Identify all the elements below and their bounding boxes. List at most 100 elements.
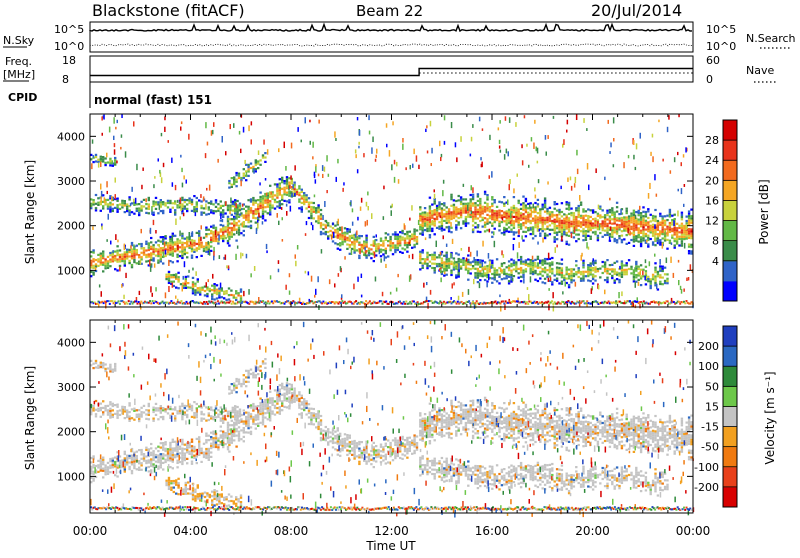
velocity-cell bbox=[208, 459, 210, 461]
power-cell bbox=[525, 231, 527, 233]
power-cell bbox=[539, 273, 541, 275]
power-cell bbox=[582, 275, 584, 277]
power-cell bbox=[458, 195, 460, 197]
power-cell bbox=[339, 229, 341, 231]
power-cell bbox=[205, 251, 207, 253]
power-cell bbox=[446, 211, 448, 213]
power-cell bbox=[647, 226, 649, 228]
power-cell bbox=[558, 229, 560, 231]
power-cell bbox=[228, 238, 230, 240]
power-cell bbox=[690, 233, 692, 235]
velocity-cell bbox=[148, 466, 150, 468]
power-cell bbox=[611, 214, 613, 216]
power-cell bbox=[172, 252, 174, 254]
power-cell bbox=[148, 199, 150, 201]
power-cell bbox=[664, 224, 666, 226]
power-cell bbox=[223, 297, 225, 299]
power-cell bbox=[638, 279, 640, 281]
power-speckle bbox=[539, 260, 541, 264]
power-cell bbox=[566, 241, 568, 243]
power-cell bbox=[467, 261, 469, 263]
power-cell bbox=[264, 197, 266, 199]
power-cell bbox=[341, 241, 343, 243]
power-cell bbox=[228, 182, 230, 184]
power-speckle bbox=[115, 234, 117, 240]
power-cell bbox=[556, 218, 558, 220]
power-cell bbox=[337, 232, 339, 234]
power-cell bbox=[397, 238, 399, 240]
velocity-cell bbox=[243, 420, 245, 422]
power-speckle bbox=[111, 300, 113, 302]
power-cell bbox=[527, 229, 529, 231]
power-cell bbox=[192, 292, 194, 294]
power-cell bbox=[168, 277, 170, 279]
power-cell bbox=[561, 233, 563, 235]
power-cell bbox=[152, 253, 154, 255]
power-speckle bbox=[418, 165, 420, 169]
power-speckle bbox=[172, 182, 174, 187]
power-cell bbox=[133, 204, 135, 206]
power-cell bbox=[298, 198, 300, 200]
power-speckle bbox=[368, 115, 370, 120]
velocity-cell bbox=[267, 409, 269, 411]
power-cell bbox=[95, 160, 97, 162]
power-cell bbox=[508, 269, 510, 271]
velocity-cell bbox=[250, 404, 252, 406]
power-cell bbox=[181, 255, 183, 257]
power-cell bbox=[349, 229, 351, 231]
power-cell bbox=[286, 178, 288, 180]
power-cell bbox=[269, 213, 271, 215]
power-speckle bbox=[686, 278, 688, 281]
power-cell bbox=[308, 197, 310, 199]
velocity-cell bbox=[150, 469, 152, 471]
power-cell bbox=[494, 201, 496, 203]
power-cell bbox=[238, 229, 240, 231]
velocity-cell bbox=[152, 450, 154, 452]
power-cell bbox=[539, 213, 541, 215]
power-speckle bbox=[650, 152, 652, 156]
power-cell bbox=[556, 278, 558, 280]
power-speckle bbox=[450, 297, 452, 300]
velocity-cell bbox=[133, 452, 135, 454]
power-speckle bbox=[613, 164, 615, 167]
power-cell bbox=[630, 215, 632, 217]
power-cell bbox=[162, 236, 164, 238]
power-cell bbox=[97, 197, 99, 199]
power-cell bbox=[558, 211, 560, 213]
power-cell bbox=[594, 275, 596, 277]
power-cell bbox=[621, 260, 623, 262]
power-cell bbox=[498, 210, 500, 212]
power-speckle bbox=[402, 138, 404, 143]
power-cell bbox=[140, 256, 142, 258]
power-cell bbox=[688, 235, 690, 237]
power-cell bbox=[434, 267, 436, 269]
velocity-cell bbox=[169, 442, 171, 444]
power-cell bbox=[419, 228, 421, 230]
power-speckle bbox=[450, 253, 452, 258]
power-cell bbox=[145, 241, 147, 243]
power-cell bbox=[626, 269, 628, 271]
power-speckle bbox=[385, 264, 387, 268]
power-cell bbox=[585, 237, 587, 239]
power-cell bbox=[491, 236, 493, 238]
power-cell bbox=[212, 227, 214, 229]
power-cell bbox=[145, 256, 147, 258]
power-cell bbox=[688, 252, 690, 254]
power-cell bbox=[518, 224, 520, 226]
power-cell bbox=[232, 201, 234, 203]
power-cell bbox=[554, 274, 556, 276]
power-cell bbox=[429, 197, 431, 199]
power-cell bbox=[563, 279, 565, 281]
power-colorbar-swatch bbox=[723, 281, 737, 302]
power-cell bbox=[429, 221, 431, 223]
velocity-cell bbox=[145, 460, 147, 462]
power-cell bbox=[465, 218, 467, 220]
power-cell bbox=[635, 276, 637, 278]
power-cell bbox=[426, 230, 428, 232]
power-cell bbox=[474, 218, 476, 220]
power-cell bbox=[200, 246, 202, 248]
power-speckle bbox=[399, 301, 401, 303]
freq-left-tick-top: 18 bbox=[62, 54, 76, 67]
power-cell bbox=[298, 185, 300, 187]
power-cell bbox=[102, 160, 104, 162]
